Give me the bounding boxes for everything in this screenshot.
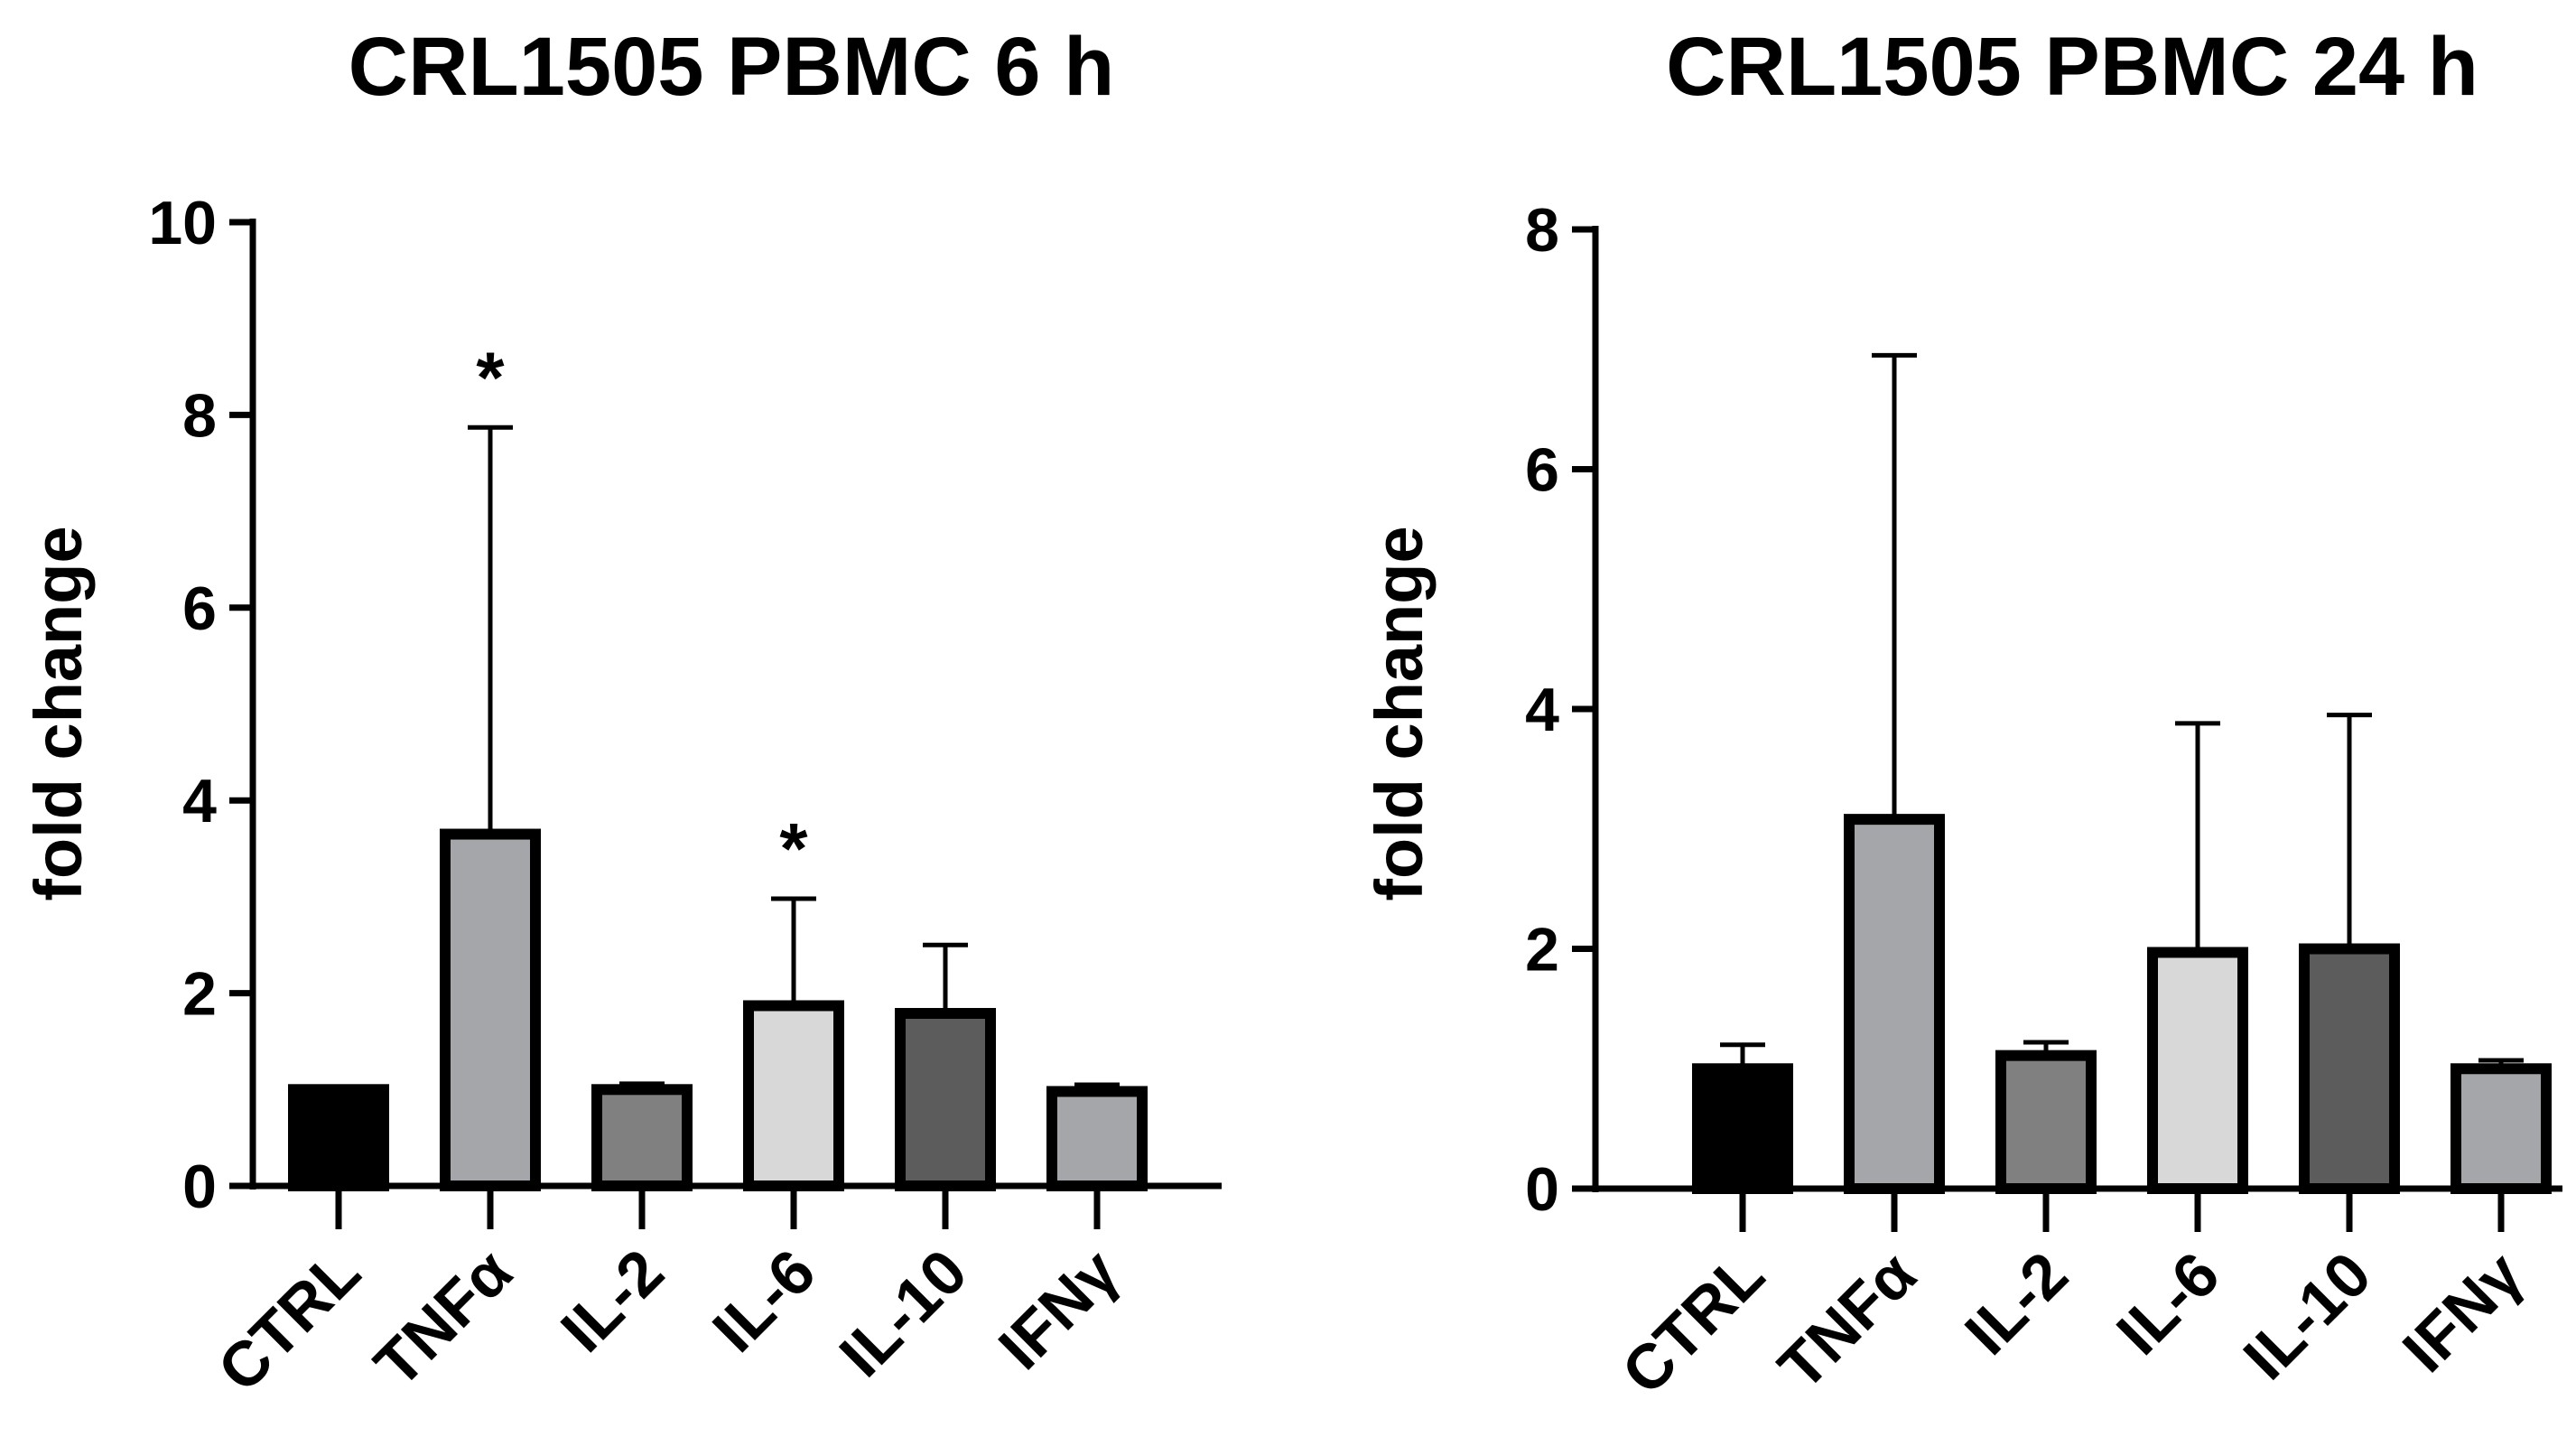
chart-6h: CRL1505 PBMC 6 h fold change 0 2 4 6 8 10 CTRL… [21, 21, 1222, 1405]
x-tick-label: IL-2 [1951, 1238, 2080, 1367]
x-tick-label: TNFα [361, 1236, 525, 1400]
x-tick-label: TNFα [1765, 1238, 1930, 1403]
y-tick-label: 4 [1525, 676, 1559, 744]
y-tick-label: 6 [1525, 436, 1559, 505]
y-tick-label: 4 [182, 767, 217, 835]
y-tick-label: 0 [1525, 1155, 1559, 1224]
bar [2147, 947, 2248, 1195]
chart-title: CRL1505 PBMC 24 h [1666, 21, 2478, 113]
x-tick-label: IFNγ [985, 1236, 1131, 1382]
y-axis-label: fold change [21, 526, 96, 900]
x-tick-label: CTRL [1608, 1238, 1777, 1407]
significance-marker: * [476, 337, 505, 417]
y-tick-label: 10 [148, 189, 217, 257]
y-axis-label: fold change [1362, 526, 1437, 900]
x-tick-label: IFNγ [2389, 1238, 2535, 1385]
bar [1046, 1086, 1148, 1191]
y-tick-label: 8 [1525, 196, 1559, 265]
bar [440, 828, 541, 1191]
bar [2450, 1063, 2552, 1194]
y-tick-label: 6 [182, 574, 217, 643]
y-tick-label: 2 [1525, 916, 1559, 984]
x-tick-label: IL-6 [699, 1236, 828, 1365]
bar [591, 1084, 693, 1192]
bar [895, 1008, 996, 1191]
x-tick-label: IL-10 [2230, 1238, 2385, 1393]
plot-area: 0 2 4 6 8 10 CTRL * TNFα IL-2 * IL-6IL-10 IFNγ [148, 189, 1222, 1405]
y-tick-label: 2 [182, 960, 217, 1029]
x-tick-label: IL-2 [547, 1236, 676, 1365]
chart-24h: CRL1505 PBMC 24 h fold change 0 2 4 6 8 CTRLT… [1362, 21, 2562, 1408]
x-tick-label: IL-10 [826, 1236, 981, 1390]
bar [1844, 814, 1945, 1194]
x-tick-label: IL-6 [2103, 1238, 2232, 1367]
x-tick-label: CTRL [204, 1236, 373, 1404]
bar [1995, 1050, 2097, 1194]
chart-title: CRL1505 PBMC 6 h [349, 21, 1115, 113]
y-tick-label: 0 [182, 1152, 217, 1221]
bar [288, 1084, 389, 1192]
significance-marker: * [779, 808, 808, 889]
bar [743, 1000, 844, 1191]
y-tick-label: 8 [182, 381, 217, 450]
bar [2299, 943, 2400, 1194]
bar [1692, 1063, 1793, 1194]
